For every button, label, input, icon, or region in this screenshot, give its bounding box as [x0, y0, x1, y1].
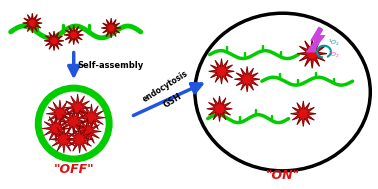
Polygon shape — [60, 108, 88, 135]
Polygon shape — [44, 31, 64, 51]
Polygon shape — [66, 125, 93, 153]
Polygon shape — [311, 28, 321, 50]
Polygon shape — [234, 66, 260, 92]
Polygon shape — [22, 13, 42, 33]
Text: $^1$O$_2$: $^1$O$_2$ — [328, 50, 340, 60]
Text: "OFF": "OFF" — [53, 163, 94, 176]
Text: endocytosis: endocytosis — [141, 69, 190, 104]
Text: Self-assembly: Self-assembly — [77, 61, 144, 70]
Polygon shape — [101, 18, 121, 38]
Polygon shape — [42, 115, 70, 142]
Polygon shape — [297, 39, 327, 68]
Polygon shape — [64, 25, 84, 45]
Polygon shape — [64, 94, 91, 122]
Polygon shape — [207, 96, 232, 122]
Polygon shape — [50, 125, 77, 153]
Polygon shape — [209, 59, 234, 84]
Polygon shape — [74, 118, 101, 145]
Polygon shape — [77, 104, 105, 131]
Text: "ON": "ON" — [265, 169, 300, 182]
Polygon shape — [290, 101, 316, 126]
Polygon shape — [46, 100, 74, 128]
Text: $^1$O$_2$: $^1$O$_2$ — [328, 38, 340, 48]
Text: GSH: GSH — [161, 92, 183, 110]
